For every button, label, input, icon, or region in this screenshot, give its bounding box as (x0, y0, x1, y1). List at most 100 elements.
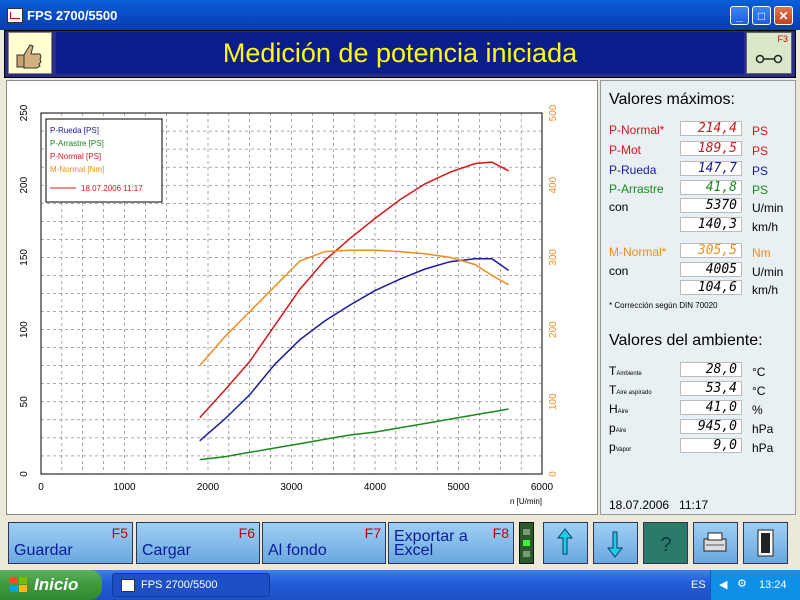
x-tick-label: 6000 (531, 482, 554, 493)
help-button[interactable]: ? (643, 522, 688, 564)
max-value: 305,5 (680, 243, 742, 258)
help-icon: ? (660, 534, 671, 556)
ambient-value: 28,0 (680, 362, 742, 377)
ambient-label: pAire (609, 421, 626, 435)
maximize-button[interactable]: □ (752, 6, 771, 25)
ambient-label: pVapor (609, 440, 631, 454)
app-icon-small (121, 579, 135, 592)
f5-key-label: F5 (111, 525, 128, 541)
start-label: Inicio (34, 575, 79, 594)
arrow-down-button[interactable] (593, 522, 638, 564)
ambient-value: 53,4 (680, 381, 742, 396)
background-button[interactable]: F7 Al fondo (262, 522, 386, 564)
ambient-title: Valores del ambiente: (609, 332, 763, 349)
f3-key-label: F3 (777, 34, 788, 44)
y-right-tick-label: 0 (548, 471, 559, 477)
x-axis-label: n [U/min] (510, 497, 542, 506)
max-value: 214,4 (680, 121, 742, 136)
max-unit: km/h (752, 220, 779, 234)
series-line (199, 258, 510, 442)
language-indicator[interactable]: ES (691, 579, 706, 591)
series-line (199, 161, 509, 419)
minimize-button[interactable]: _ (730, 6, 749, 25)
door-exit-icon (757, 529, 774, 557)
x-tick-label: 2000 (197, 482, 220, 493)
max-value: 5370 (680, 198, 742, 213)
max-unit: km/h (752, 283, 779, 297)
max-label: P-Rueda (609, 163, 657, 177)
x-tick-label: 5000 (447, 482, 470, 493)
title-bar[interactable]: FPS 2700/5500 _ □ ✕ (0, 0, 800, 30)
ambient-symbol: T (609, 383, 617, 397)
max-value: 41,8 (680, 180, 742, 195)
y-right-tick-label: 300 (548, 249, 559, 266)
x-tick-label: 3000 (280, 482, 303, 493)
ambient-label: TAire aspirado (609, 383, 652, 397)
ambient-symbol: p (609, 421, 616, 435)
exit-button[interactable] (743, 522, 788, 564)
x-tick-label: 0 (38, 482, 44, 493)
y-left-tick-label: 200 (19, 176, 30, 193)
status-indicator (519, 522, 534, 564)
max-unit: PS (752, 144, 769, 158)
y-right-tick-label: 400 (548, 176, 559, 193)
y-right-tick-label: 100 (548, 393, 559, 410)
measurement-timestamp: 18.07.2006 11:17 (609, 498, 709, 512)
print-button[interactable] (693, 522, 738, 564)
max-value: 4005 (680, 262, 742, 277)
link-icon (755, 54, 783, 64)
ambient-symbol: p (609, 440, 616, 454)
legend-entry: M-Normal [Nm] (50, 165, 104, 174)
max-unit: U/min (752, 265, 784, 279)
f6-key-label: F6 (238, 525, 255, 541)
f8-key-label: F8 (492, 525, 509, 541)
arrow-up-button[interactable] (543, 522, 588, 564)
save-label: Guardar (14, 542, 73, 559)
printer-icon (703, 532, 727, 552)
app-icon (7, 8, 23, 23)
ambient-label: HAire (609, 402, 628, 416)
ambient-unit: hPa (752, 441, 774, 455)
close-button[interactable]: ✕ (774, 6, 793, 25)
taskbar-item-fps[interactable]: FPS 2700/5500 (112, 573, 270, 597)
max-unit: Nm (752, 246, 771, 260)
clock: 13:24 (759, 579, 787, 591)
page-title: Medición de potencia iniciada (56, 32, 744, 74)
load-label: Cargar (142, 542, 191, 559)
ambient-label: TAmbiente (609, 364, 642, 378)
max-label: M-Normal* (609, 245, 667, 259)
ambient-unit: °C (752, 365, 766, 379)
taskbar-item-label: FPS 2700/5500 (141, 579, 218, 591)
export-excel-button[interactable]: F8 Exportar a Excel (388, 522, 514, 564)
export-label: Exportar a Excel (394, 528, 468, 559)
legend-entry: P-Rueda [PS] (50, 126, 99, 135)
load-button[interactable]: F6 Cargar (136, 522, 260, 564)
arrow-up-icon (556, 528, 574, 555)
ambient-unit: hPa (752, 422, 774, 436)
windows-logo-icon (10, 577, 27, 592)
x-tick-label: 1000 (113, 482, 136, 493)
svg-text:?: ? (660, 534, 671, 556)
ambient-subscript: Aire (617, 409, 629, 415)
chart-panel: 0 1000 2000 3000 4000 5000 6000 0 50 100 150 200 250… (6, 80, 598, 515)
background-label: Al fondo (268, 542, 327, 559)
y-left-tick-label: 150 (19, 249, 30, 266)
results-panel: Valores máximos: P-Normal* 214,4 PS P-Mot 18… (600, 80, 796, 515)
tray-network-icon[interactable]: ⚙ (737, 578, 747, 590)
ambient-subscript: Ambiente (616, 371, 642, 377)
start-button[interactable]: Inicio (0, 570, 102, 600)
max-label: P-Normal* (609, 123, 665, 137)
y-left-tick-label: 0 (19, 471, 30, 477)
ambient-symbol: H (609, 402, 618, 416)
f3-button[interactable]: F3 (746, 32, 792, 74)
system-tray: ◀ ⚙ 13:24 (710, 570, 800, 600)
ambient-value: 9,0 (680, 438, 742, 453)
max-unit: PS (752, 164, 769, 178)
tray-arrow-icon[interactable]: ◀ (719, 579, 728, 591)
ambient-subscript: Aire aspirado (616, 390, 652, 396)
legend-entry: P-Arrastre [PS] (50, 139, 104, 148)
save-button[interactable]: F5 Guardar (8, 522, 133, 564)
ambient-unit: % (752, 403, 763, 417)
legend-entry: P-Normal [PS] (50, 152, 101, 161)
max-value: 189,5 (680, 141, 742, 156)
